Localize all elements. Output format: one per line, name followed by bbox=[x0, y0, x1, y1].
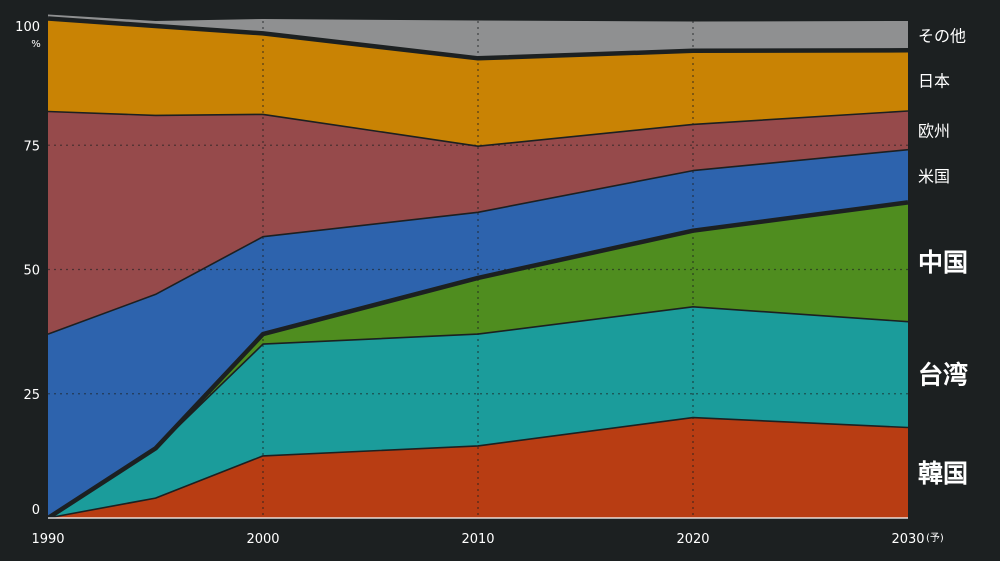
y-tick-label-100: 100 bbox=[15, 20, 40, 35]
x-tick-label-2010: 2010 bbox=[461, 532, 494, 547]
gridlines bbox=[48, 21, 908, 518]
x-tick-label-2020: 2020 bbox=[676, 532, 709, 547]
y-tick-label-75: 75 bbox=[23, 139, 40, 154]
y-tick-label-50: 50 bbox=[23, 264, 40, 279]
legend-label-6: 日本 bbox=[918, 72, 950, 91]
boundary-1 bbox=[47, 416, 909, 519]
legend-label-7: その他 bbox=[918, 27, 966, 46]
legend-label-2: 台湾 bbox=[918, 361, 968, 390]
boundary-4 bbox=[47, 148, 909, 335]
x-tick-suffix: (予) bbox=[926, 532, 944, 544]
area-7 bbox=[48, 14, 908, 59]
legend-label-5: 欧州 bbox=[918, 121, 950, 140]
series-boundaries bbox=[46, 16, 909, 520]
area-4 bbox=[48, 149, 908, 518]
boundary-5 bbox=[47, 110, 909, 147]
x-tick-label-1990: 1990 bbox=[31, 532, 64, 547]
y-tick-label-25: 25 bbox=[23, 388, 40, 403]
boundary-3 bbox=[46, 200, 909, 520]
boundary-6 bbox=[47, 16, 909, 61]
legend-label-1: 韓国 bbox=[918, 459, 968, 488]
y-tick-label-0: 0 bbox=[32, 503, 40, 518]
legend: 韓国 台湾 中国 米国 欧州 日本 その他 bbox=[918, 27, 968, 488]
legend-label-3: 中国 bbox=[918, 248, 968, 277]
legend-label-4: 米国 bbox=[918, 167, 950, 186]
y-unit-label: % bbox=[31, 39, 41, 50]
x-tick-label-2000: 2000 bbox=[246, 532, 279, 547]
axes: 1990 2000 2010 2020 2030 (予) 0 25 50 75 100% bbox=[15, 20, 944, 547]
area-3 bbox=[48, 202, 908, 518]
x-tick-label-2030: 2030 bbox=[891, 532, 924, 547]
